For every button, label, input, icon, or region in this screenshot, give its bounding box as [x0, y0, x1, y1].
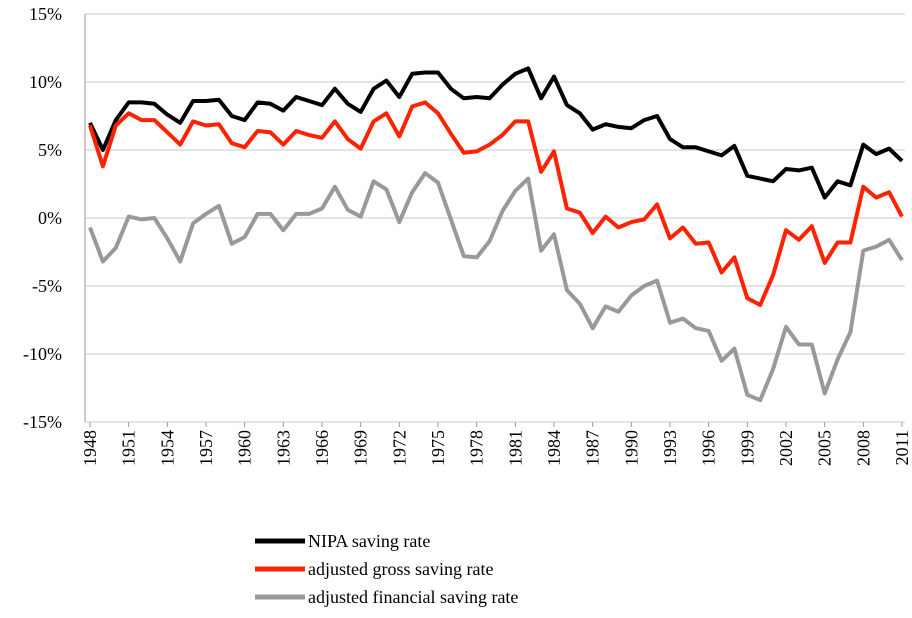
x-tick-label: 2005: [815, 430, 835, 466]
x-tick-label: 1984: [544, 430, 564, 466]
y-tick-label: 15%: [29, 4, 62, 24]
y-tick-label: 0%: [38, 208, 62, 228]
y-tick-label: 5%: [38, 140, 62, 160]
y-tick-label: -10%: [23, 344, 62, 364]
x-tick-label: 1963: [273, 430, 293, 466]
x-tick-label: 1948: [80, 430, 100, 466]
x-tick-label: 1972: [389, 430, 409, 466]
legend-label: NIPA saving rate: [308, 531, 430, 551]
x-tick-label: 2011: [892, 430, 912, 465]
x-tick-label: 2008: [853, 430, 873, 466]
series-line: [88, 171, 904, 403]
x-tick-label: 1960: [235, 430, 255, 466]
series-line: [88, 66, 904, 200]
x-tick-label: 1993: [660, 430, 680, 466]
y-tick-label: 10%: [29, 72, 62, 92]
x-tick-label: 1987: [583, 430, 603, 466]
x-tick-label: 2002: [776, 430, 796, 466]
x-tick-label: 1999: [737, 430, 757, 466]
x-tick-label: 1966: [312, 430, 332, 466]
x-tick-label: 1969: [351, 430, 371, 466]
x-tick-label: 1990: [621, 430, 641, 466]
legend-label: adjusted gross saving rate: [308, 559, 493, 579]
x-tick-label: 1954: [157, 430, 177, 466]
y-tick-label: -15%: [23, 412, 62, 432]
x-tick-label: 1996: [699, 430, 719, 466]
y-tick-label: -5%: [32, 276, 62, 296]
legend-label: adjusted financial saving rate: [308, 587, 518, 607]
x-tick-label: 1978: [467, 430, 487, 466]
series-line: [88, 100, 904, 307]
x-tick-label: 1951: [119, 430, 139, 466]
x-tick-label: 1981: [505, 430, 525, 466]
x-tick-label: 1975: [428, 430, 448, 466]
x-tick-label: 1957: [196, 430, 216, 466]
